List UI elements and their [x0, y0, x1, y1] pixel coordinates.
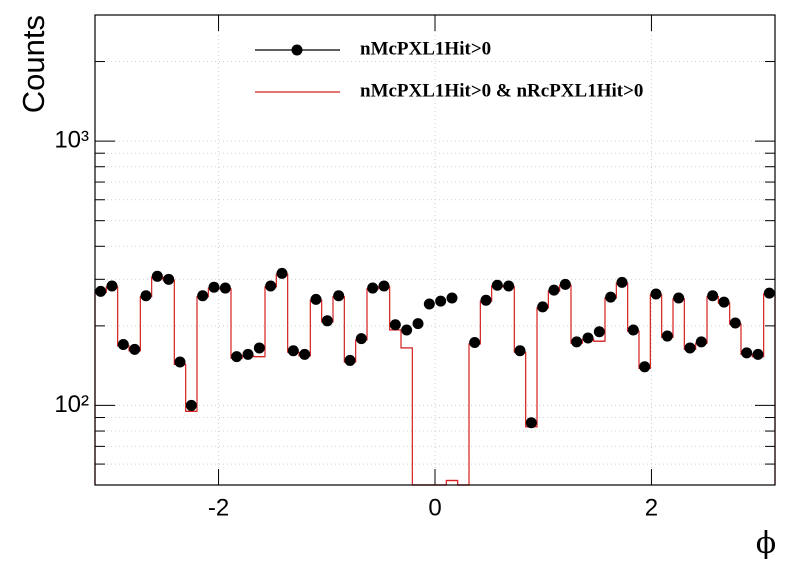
data-point: [423, 298, 435, 310]
data-point: [117, 339, 129, 351]
data-point: [491, 279, 503, 291]
data-point: [571, 336, 583, 348]
y-tick-label: 10³: [54, 126, 89, 153]
legend-label: nMcPXL1Hit>0 & nRcPXL1Hit>0: [360, 80, 643, 101]
data-point: [174, 356, 186, 368]
data-point: [412, 318, 424, 330]
x-tick-label: 0: [428, 494, 441, 521]
y-axis-label: Counts: [16, 15, 51, 113]
data-point: [548, 284, 560, 296]
data-point: [333, 290, 345, 302]
plot-frame: [94, 14, 776, 486]
x-axis-label: ϕ: [756, 526, 776, 561]
data-point: [752, 348, 764, 360]
legend: nMcPXL1Hit>0 nMcPXL1Hit>0 & nRcPXL1Hit>0: [255, 38, 643, 101]
data-point: [163, 273, 175, 285]
data-point: [435, 295, 447, 307]
data-point: [344, 354, 356, 366]
data-point: [219, 282, 231, 294]
data-point: [559, 278, 571, 290]
data-point: [503, 280, 515, 292]
data-point: [185, 399, 197, 411]
data-point: [378, 280, 390, 292]
data-point: [276, 267, 288, 279]
legend-marker: [291, 44, 303, 56]
data-point: [208, 281, 220, 293]
data-point: [684, 342, 696, 354]
data-point: [106, 280, 118, 292]
data-point: [299, 348, 311, 360]
data-point: [673, 292, 685, 304]
data-point: [616, 276, 628, 288]
data-point: [355, 333, 367, 345]
data-point: [627, 324, 639, 336]
data-point: [480, 294, 492, 306]
data-point: [537, 301, 549, 313]
data-point: [321, 315, 333, 327]
data-point: [242, 348, 254, 360]
legend-label: nMcPXL1Hit>0: [360, 38, 491, 59]
data-point: [525, 417, 537, 429]
data-point: [401, 324, 413, 336]
data-point: [514, 345, 526, 357]
data-point: [469, 337, 481, 349]
data-point: [639, 361, 651, 373]
data-point: [197, 290, 209, 302]
data-point: [140, 290, 152, 302]
y-tick-label: 10²: [54, 391, 89, 418]
data-point: [695, 336, 707, 348]
data-point: [231, 351, 243, 363]
data-point: [729, 317, 741, 329]
data-point: [593, 326, 605, 338]
x-tick-label: -2: [208, 494, 229, 521]
data-point: [151, 270, 163, 282]
data-point: [661, 330, 673, 342]
data-point: [389, 319, 401, 331]
data-point: [605, 291, 617, 303]
data-point: [95, 285, 107, 297]
x-tick-label: 2: [645, 494, 658, 521]
data-point: [741, 347, 753, 359]
data-point: [707, 290, 719, 302]
data-point: [367, 282, 379, 294]
data-point: [650, 288, 662, 300]
data-point: [129, 343, 141, 355]
data-point: [718, 296, 730, 308]
data-point: [265, 280, 277, 292]
data-point: [253, 342, 265, 354]
data-point: [582, 332, 594, 344]
grid: [95, 14, 775, 485]
data-point: [287, 345, 299, 357]
data-point: [446, 292, 458, 304]
data-point: [310, 293, 322, 305]
data-point: [763, 287, 775, 299]
